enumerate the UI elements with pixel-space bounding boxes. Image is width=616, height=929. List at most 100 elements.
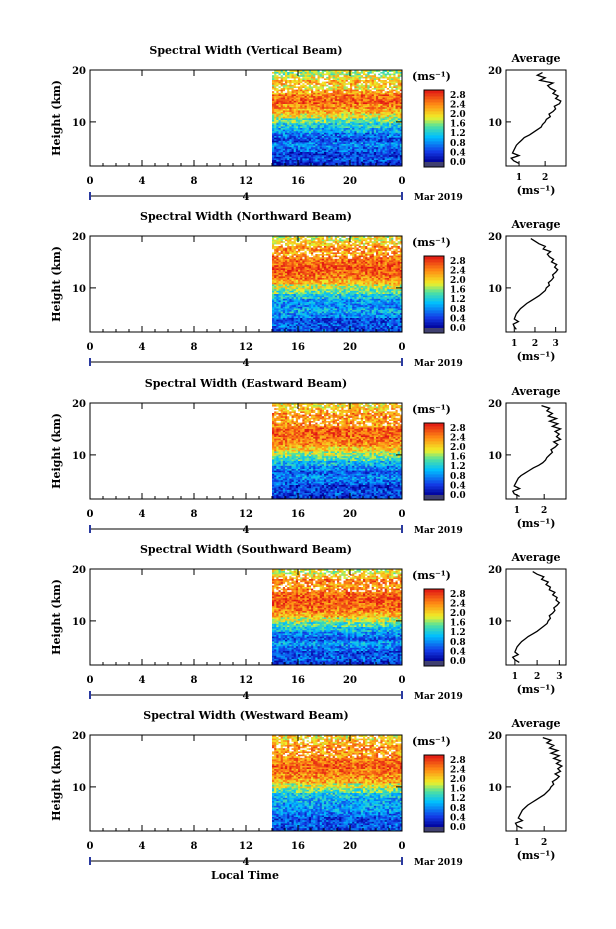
heatmap-cell <box>321 153 325 156</box>
heatmap-cell <box>274 100 277 103</box>
heatmap-cell <box>280 164 284 167</box>
heatmap-cell <box>276 121 279 124</box>
heatmap-cell <box>308 73 312 76</box>
heatmap-cell <box>378 92 381 95</box>
heatmap-cell <box>391 154 394 157</box>
heatmap-cell <box>360 126 364 128</box>
heatmap-cell <box>389 70 392 72</box>
heatmap-cell <box>369 90 373 93</box>
heatmap-cell <box>389 114 392 117</box>
heatmap-cell <box>308 151 312 154</box>
heatmap-cell <box>386 114 390 117</box>
heatmap-cell <box>274 118 277 120</box>
heatmap-cell <box>295 138 299 141</box>
heatmap-cell <box>399 148 403 151</box>
heatmap-cell <box>300 162 303 165</box>
heatmap-cell <box>360 132 364 135</box>
heatmap-cell <box>295 151 299 154</box>
heatmap-cell <box>326 146 329 149</box>
heatmap-cell <box>378 143 381 146</box>
heatmap-cell <box>295 114 299 117</box>
heatmap-cell <box>393 81 396 84</box>
heatmap-cell <box>319 126 323 128</box>
heatmap-cell <box>389 153 392 156</box>
heatmap-cell <box>332 79 336 82</box>
heatmap-cell <box>345 87 349 90</box>
heatmap-cell <box>356 330 360 333</box>
heatmap-cell <box>376 159 379 162</box>
heatmap-cell <box>272 71 275 74</box>
heatmap-cell <box>287 135 290 138</box>
heatmap-cell <box>300 127 303 130</box>
heatmap-cell <box>343 324 347 326</box>
heatmap-cell <box>341 164 344 167</box>
heatmap-cell <box>356 159 360 162</box>
heatmap-cell <box>354 324 357 326</box>
heatmap-cell <box>293 135 297 138</box>
heatmap-cell <box>298 325 301 328</box>
heatmap-cell <box>289 137 292 140</box>
heatmap-cell <box>306 71 310 74</box>
heatmap-cell <box>330 126 334 128</box>
heatmap-cell <box>313 162 316 165</box>
heatmap-cell <box>363 113 366 116</box>
heatmap-cell <box>326 71 329 74</box>
heatmap-cell <box>373 122 377 125</box>
heatmap-cell <box>328 82 331 85</box>
heatmap-cell <box>358 330 362 333</box>
heatmap-cell <box>371 97 375 100</box>
heatmap-cell <box>343 145 347 148</box>
heatmap-cell <box>380 98 383 101</box>
heatmap-cell <box>341 87 344 90</box>
heatmap-cell <box>380 126 383 128</box>
heatmap-cell <box>389 116 392 119</box>
heatmap-cell <box>350 325 353 328</box>
heatmap-cell <box>291 92 295 95</box>
heatmap-cell <box>332 146 336 149</box>
heatmap-cell <box>332 127 336 130</box>
heatmap-cell <box>393 159 396 162</box>
heatmap-cell <box>289 122 292 125</box>
heatmap-cell <box>345 142 349 144</box>
heatmap-cell <box>321 108 325 111</box>
heatmap-cell <box>391 111 394 114</box>
heatmap-cell <box>393 142 396 144</box>
heatmap-cell <box>317 78 321 80</box>
heatmap-cell <box>293 118 297 120</box>
heatmap-cell <box>311 330 314 333</box>
heatmap-cell <box>313 105 316 108</box>
heatmap-cell <box>302 70 305 72</box>
heatmap-cell <box>289 71 292 74</box>
heatmap-cell <box>373 111 377 114</box>
heatmap-cell <box>376 325 379 328</box>
heatmap-cell <box>289 102 292 104</box>
colorbar-level: 2.8 <box>450 91 466 101</box>
heatmap-cell <box>367 134 370 136</box>
heatmap-cell <box>397 73 401 76</box>
heatmap-cell <box>308 135 312 138</box>
heatmap-cell <box>332 98 336 101</box>
heatmap-cell <box>341 135 344 138</box>
heatmap-cell <box>397 102 401 104</box>
heatmap-cell <box>306 82 310 85</box>
heatmap-cell <box>285 116 288 119</box>
heatmap-cell <box>352 95 355 98</box>
heatmap-cell <box>376 94 379 96</box>
heatmap-cell <box>302 111 305 114</box>
heatmap-cell <box>399 325 403 328</box>
heatmap-cell <box>376 162 379 165</box>
heatmap-cell <box>350 137 353 140</box>
heatmap-cell <box>330 114 334 117</box>
heatmap-cell <box>380 148 383 151</box>
heatmap-cell <box>347 138 351 141</box>
heatmap-cell <box>289 138 292 141</box>
heatmap-cell <box>391 87 394 90</box>
heatmap-cell <box>389 113 392 116</box>
heatmap-cell <box>365 327 368 330</box>
heatmap-cell <box>313 143 316 146</box>
heatmap-cell <box>391 92 394 95</box>
heatmap-cell <box>343 146 347 149</box>
heatmap-cell <box>376 327 379 330</box>
heatmap-cell <box>386 103 390 106</box>
heatmap-cell <box>358 138 362 141</box>
